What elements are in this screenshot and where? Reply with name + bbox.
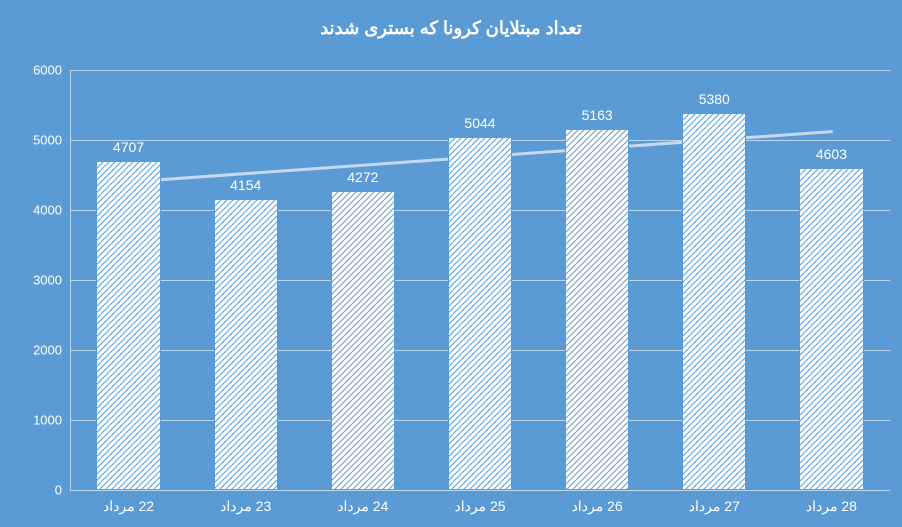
bar-value-label: 4272 <box>347 169 378 185</box>
gridline <box>70 70 890 71</box>
bar-value-label: 5044 <box>464 115 495 131</box>
gridline <box>70 490 890 491</box>
y-tick-label: 1000 <box>33 413 62 428</box>
bar-value-label: 5380 <box>699 91 730 107</box>
bar <box>96 161 160 490</box>
bar-value-label: 5163 <box>582 107 613 123</box>
bar-value-label: 4603 <box>816 146 847 162</box>
y-tick-label: 6000 <box>33 63 62 78</box>
bar <box>682 113 746 490</box>
x-tick-label: 26 مرداد <box>572 498 623 515</box>
y-tick-label: 3000 <box>33 273 62 288</box>
bar-value-label: 4154 <box>230 177 261 193</box>
x-tick-label: 22 مرداد <box>103 498 154 515</box>
x-tick-label: 23 مرداد <box>220 498 271 515</box>
chart-title: تعداد مبتلایان کرونا که بستری شدند <box>0 18 902 39</box>
bar <box>448 137 512 490</box>
x-tick-label: 24 مرداد <box>337 498 388 515</box>
bar-value-label: 4707 <box>113 139 144 155</box>
bar <box>331 191 395 490</box>
plot-area <box>70 70 890 490</box>
y-tick-label: 2000 <box>33 343 62 358</box>
x-tick-label: 27 مرداد <box>689 498 740 515</box>
y-tick-label: 5000 <box>33 133 62 148</box>
bar <box>214 199 278 490</box>
x-tick-label: 25 مرداد <box>454 498 505 515</box>
y-tick-label: 4000 <box>33 203 62 218</box>
chart-root: تعداد مبتلایان کرونا که بستری شدند 0 1000… <box>0 0 902 527</box>
bar <box>799 168 863 490</box>
x-tick-label: 28 مرداد <box>806 498 857 515</box>
y-tick-label: 0 <box>55 483 62 498</box>
bar <box>565 129 629 490</box>
